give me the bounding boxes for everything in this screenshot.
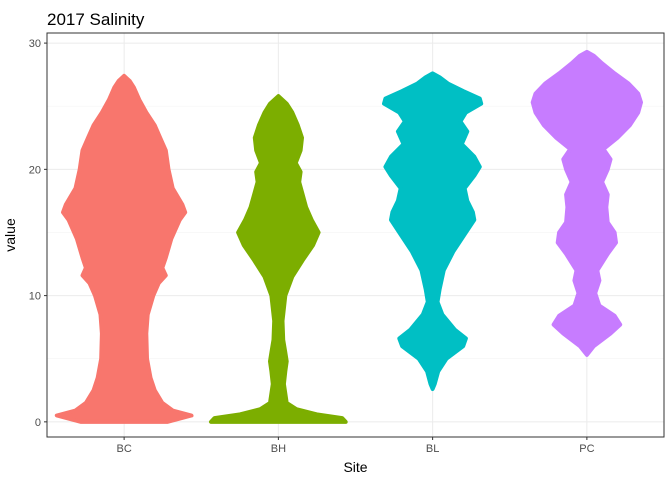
chart-title: 2017 Salinity [47,10,145,29]
violin-pc [530,49,643,357]
violin-bh [209,94,348,424]
x-axis: BC BH BL PC [116,437,595,455]
x-axis-title: Site [343,459,367,475]
x-tick-label-bc: BC [116,443,131,455]
y-tick-label: 0 [35,417,41,429]
violin-bc [54,73,194,424]
x-tick-label-bl: BL [426,443,439,455]
x-tick-label-pc: PC [579,443,594,455]
y-tick-label: 20 [29,164,41,176]
y-axis: 0 10 20 30 [29,38,47,429]
x-tick-label-bh: BH [271,443,286,455]
y-axis-title: value [2,218,18,252]
violins [54,49,643,424]
violin-bl [382,71,484,391]
panel-border [46,32,665,438]
y-tick-label: 30 [29,38,41,50]
y-tick-label: 10 [29,291,41,303]
